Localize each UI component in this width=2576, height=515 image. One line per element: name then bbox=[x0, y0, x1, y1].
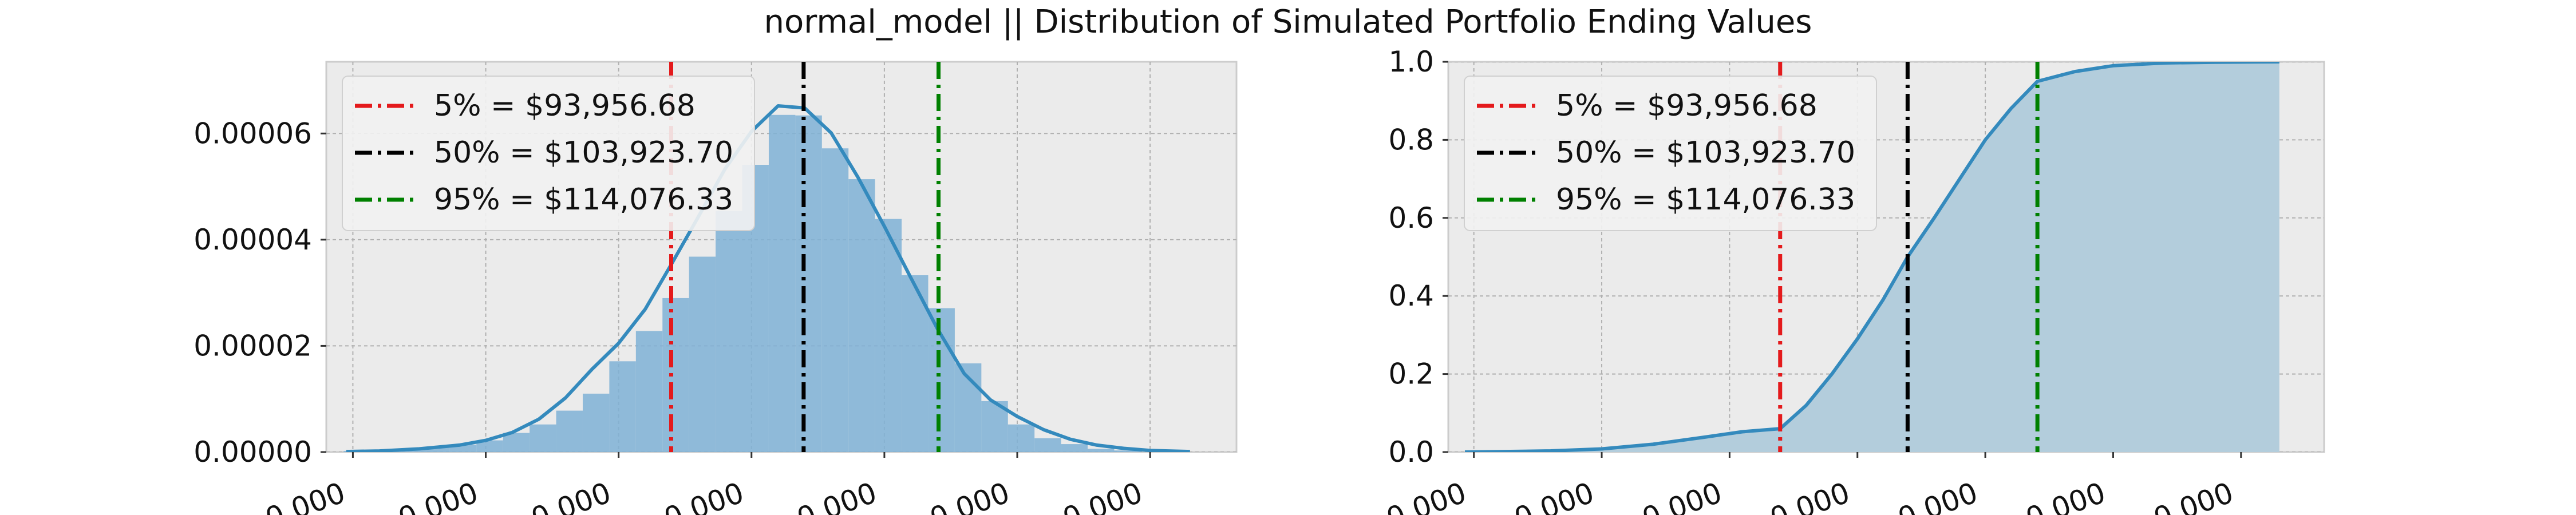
y-tick-label: 0.00004 bbox=[193, 223, 312, 256]
legend-label: 95% = $114,076.33 bbox=[1556, 183, 1855, 217]
histogram-bar bbox=[1114, 450, 1141, 452]
x-tick-label: 0,000 bbox=[261, 476, 349, 515]
histogram-bar bbox=[1008, 424, 1035, 452]
x-tick-label: 0,000 bbox=[1058, 476, 1147, 515]
legend-label: 95% = $114,076.33 bbox=[434, 183, 733, 217]
histogram-bar bbox=[556, 410, 583, 452]
histogram-bar bbox=[689, 256, 716, 452]
x-tick-label: 0,000 bbox=[527, 476, 615, 515]
x-tick-label: 0,000 bbox=[660, 476, 748, 515]
histogram-bar bbox=[928, 308, 955, 452]
y-tick-label: 1.0 bbox=[1388, 45, 1434, 78]
x-tick-label: 0,000 bbox=[1510, 476, 1598, 515]
chart-cdf: 0,000 0,000 0,000 0,000 0,000 0,000 0,000 0.0 0.… bbox=[1382, 45, 2325, 515]
kde-line bbox=[346, 104, 1190, 452]
histogram-bar bbox=[768, 114, 796, 452]
legend-label: 5% = $93,956.68 bbox=[434, 89, 696, 123]
legend-label: 5% = $93,956.68 bbox=[1556, 89, 1818, 123]
x-tick-label: 0,000 bbox=[1382, 476, 1470, 515]
histogram-bar bbox=[530, 424, 556, 452]
chart-density: 0,000 0,000 0,000 0,000 0,000 0,000 0,000 0.000… bbox=[193, 61, 1238, 515]
cdf-area bbox=[1465, 62, 2279, 452]
histogram-bar bbox=[503, 433, 530, 452]
x-tick-label: 0,000 bbox=[2021, 476, 2109, 515]
histogram-bar bbox=[609, 361, 636, 452]
histogram-bar bbox=[476, 440, 503, 452]
x-tick-label: 0,000 bbox=[926, 476, 1014, 515]
x-tick-label: 0,000 bbox=[1894, 476, 1982, 515]
x-tick-label: 0,000 bbox=[394, 476, 482, 515]
figure-title: normal_model || Distribution of Simulate… bbox=[764, 3, 1812, 41]
histogram-bar bbox=[716, 211, 742, 452]
cdf-line bbox=[1464, 62, 2279, 452]
histogram-bar bbox=[1034, 438, 1061, 452]
x-tick-label: 0,000 bbox=[2150, 476, 2238, 515]
histogram-bar bbox=[662, 298, 689, 452]
histogram-bar bbox=[821, 148, 849, 452]
y-tick-label: 0.00006 bbox=[193, 117, 312, 150]
y-tick-label: 0.00000 bbox=[193, 435, 312, 469]
y-tick-label: 0.00002 bbox=[193, 329, 312, 362]
y-tick-label: 0.4 bbox=[1388, 279, 1434, 312]
histogram-bar bbox=[795, 115, 822, 452]
histogram-bar bbox=[848, 179, 875, 452]
histogram-bar bbox=[582, 393, 610, 452]
legend-label: 50% = $103,923.70 bbox=[434, 136, 733, 170]
x-tick-label: 0,000 bbox=[793, 476, 881, 515]
legend-box bbox=[1464, 76, 1877, 231]
y-tick-label: 0.0 bbox=[1388, 435, 1434, 469]
legend-label: 50% = $103,923.70 bbox=[1556, 136, 1855, 170]
x-tick-label: 0,000 bbox=[1638, 476, 1726, 515]
histogram-bar bbox=[1061, 444, 1088, 452]
histogram-bar bbox=[875, 219, 902, 452]
y-tick-label: 0.6 bbox=[1388, 201, 1434, 235]
histogram-bar bbox=[635, 331, 663, 452]
legend-box bbox=[342, 76, 755, 231]
y-tick-label: 0.8 bbox=[1388, 123, 1434, 156]
x-tick-label: 0,000 bbox=[1766, 476, 1854, 515]
histogram-bar bbox=[423, 447, 450, 452]
histogram-bar bbox=[1088, 449, 1115, 452]
y-tick-label: 0.2 bbox=[1388, 358, 1434, 391]
